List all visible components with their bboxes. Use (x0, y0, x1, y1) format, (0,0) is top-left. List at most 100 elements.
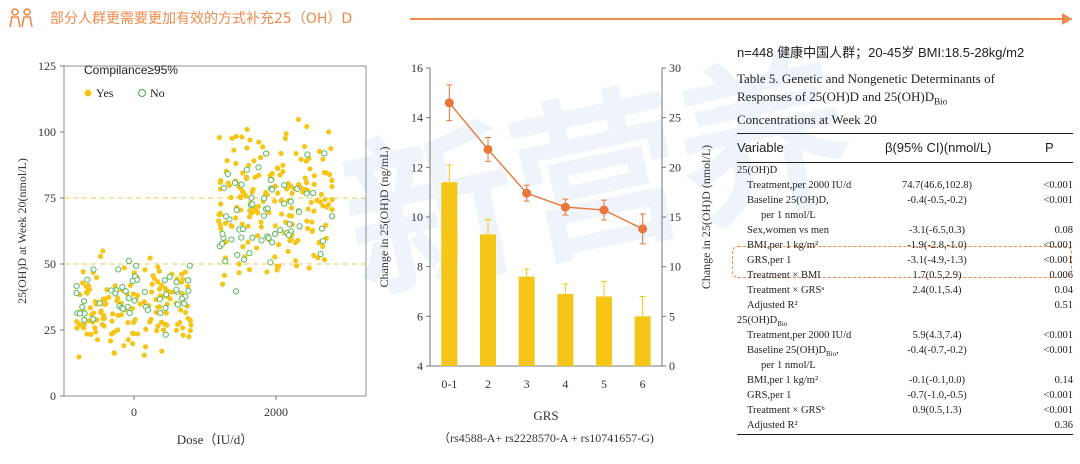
scatter-point-yes (255, 210, 261, 216)
y-axis-label: Change in 25(OH)D (ng/mL) (377, 147, 391, 288)
scatter-point-no (73, 290, 80, 297)
table-row: Treatment × GRSᵇ 0.9(0.5,1.3) <0.001 (737, 403, 1073, 418)
bar (634, 316, 651, 366)
scatter-point-no (126, 309, 133, 317)
scatter-point-yes (87, 286, 93, 293)
y-tick-label: 6 (417, 309, 423, 323)
scatter-point-yes (257, 154, 264, 161)
scatter-point-yes (104, 287, 110, 293)
scatter-point-no (163, 291, 170, 298)
header-variable: Variable (737, 140, 784, 155)
scatter-point-yes (292, 257, 299, 264)
bar (441, 182, 458, 366)
scatter-point-no (248, 194, 255, 201)
scatter-point-yes (301, 143, 308, 150)
scatter-point-yes (185, 283, 191, 289)
y-tick-label: 100 (38, 125, 56, 139)
scatter-point-no (125, 257, 133, 264)
scatter-point-yes (286, 213, 292, 219)
cell-variable: Sex,women vs men (747, 223, 829, 238)
cell-p: <0.001 (1043, 195, 1073, 206)
scatter-point-no (129, 277, 136, 285)
cell-variable-text: per 1 nmol/L (761, 210, 816, 221)
scatter-point-yes (256, 172, 262, 178)
scatter-point-yes (218, 226, 224, 232)
scatter-point-yes (289, 190, 295, 196)
scatter-point-no (240, 256, 248, 263)
scatter-point-no (132, 262, 140, 270)
scatter-point-no (186, 262, 193, 269)
legend-label-yes: Yes (96, 86, 114, 100)
scatter-point-no (222, 258, 229, 265)
legend-marker-yes (84, 89, 92, 97)
scatter-point-no (131, 297, 138, 304)
y2-tick-label: 20 (669, 160, 681, 174)
scatter-point-yes (130, 291, 137, 297)
scatter-point-no (185, 287, 192, 294)
scatter-point-yes (102, 296, 108, 302)
scatter-point-yes (314, 197, 320, 204)
scatter-point-yes (245, 239, 251, 245)
y2-tick-label: 0 (669, 359, 675, 373)
scatter-point-yes (275, 165, 281, 172)
scatter-point-no (220, 184, 227, 191)
cell-variable: per 1 nmol/L (761, 358, 816, 373)
scatter-point-yes (147, 255, 153, 261)
scatter-point-yes (239, 170, 246, 176)
scatter-point-yes (125, 320, 131, 326)
y2-tick-label: 5 (669, 309, 675, 323)
scatter-point-yes (272, 254, 278, 260)
scatter-point-yes (163, 310, 169, 316)
cell-variable-text: BMI,per 1 kg/m² (747, 375, 819, 386)
scatter-point-yes (309, 219, 315, 225)
scatter-point-yes (134, 292, 141, 298)
table-row: per 1 nmol/L (737, 358, 1073, 373)
scatter-point-yes (178, 307, 184, 313)
scatter-point-no (281, 182, 288, 189)
scatter-point-yes (307, 166, 313, 172)
cell-beta: -0.4(-0.5,-0.2) (907, 195, 967, 206)
header-beta: β(95% CI)(nmol/L) (885, 140, 992, 155)
scatter-point-yes (295, 237, 301, 243)
scatter-point-yes (97, 253, 104, 259)
scatter-point-yes (258, 224, 264, 230)
cell-p: <0.001 (1043, 330, 1073, 341)
table-row: 25(OH)DBio (737, 313, 1073, 328)
y2-tick-label: 25 (669, 111, 681, 125)
scatter-point-yes (280, 168, 286, 175)
line-point (638, 224, 648, 234)
cell-variable-text: 25(OH)D (737, 165, 778, 176)
scatter-point-no (219, 230, 226, 237)
scatter-point-no (231, 179, 239, 187)
scatter-point-yes (283, 131, 289, 137)
scatter-point-no (144, 306, 151, 313)
scatter-point-yes (298, 156, 304, 162)
scatter-point-no (265, 234, 272, 242)
legend-marker-no (137, 88, 147, 98)
scatter-point-yes (311, 208, 317, 214)
scatter-point-no (233, 206, 240, 214)
scatter-point-yes (244, 126, 250, 133)
scatter-point-yes (101, 323, 107, 329)
y-tick-label: 75 (44, 191, 56, 205)
cell-p: <0.001 (1043, 345, 1073, 356)
scatter-point-yes (304, 218, 310, 224)
scatter-point-no (112, 290, 119, 297)
table-caption-sub: Bio (934, 96, 948, 107)
scatter-point-yes (186, 334, 192, 340)
scatter-point-yes (216, 218, 222, 224)
y-tick-label: 8 (417, 260, 423, 274)
table-row: Baseline 25(OH)D, -0.4(-0.5,-0.2) <0.001 (737, 193, 1073, 208)
scatter-point-yes (114, 298, 120, 304)
y-tick-label: 4 (417, 359, 423, 373)
scatter-point-yes (326, 129, 332, 135)
scatter-point-yes (260, 144, 266, 150)
scatter-point-yes (155, 279, 161, 285)
scatter-point-yes (256, 139, 262, 145)
scatter-point-yes (156, 304, 163, 310)
scatter-point-yes (159, 348, 165, 354)
table-row: BMI,per 1 kg/m² -0.1(-0.1,0.0) 0.14 (737, 373, 1073, 388)
scatter-point-no (304, 151, 311, 158)
scatter-point-yes (148, 289, 155, 295)
